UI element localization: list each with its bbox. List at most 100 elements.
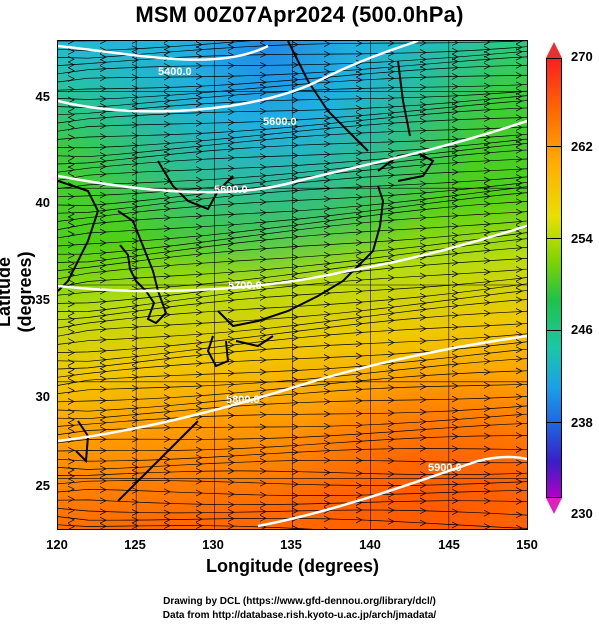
wind-arrow <box>451 250 459 257</box>
coast-taiwan <box>75 420 90 464</box>
wind-arrow <box>131 307 139 315</box>
wind-arrow <box>227 41 235 46</box>
wind-arrow <box>291 128 299 135</box>
map-plot-area: 5400.0 5600.0 5600.0 5700.0 5800.0 5900.… <box>57 40 528 530</box>
wind-arrow <box>291 243 299 250</box>
wind-arrow <box>483 432 491 440</box>
wind-arrow <box>67 328 75 336</box>
wind-arrow <box>227 348 235 356</box>
coast-sakhalin <box>397 60 411 137</box>
wind-arrow <box>131 142 139 149</box>
wind-arrow <box>99 276 107 284</box>
wind-arrow <box>323 60 331 68</box>
wind-arrow <box>387 274 395 282</box>
wind-arrow <box>387 237 395 244</box>
wind-arrow <box>355 370 363 378</box>
wind-arrow <box>99 249 107 257</box>
wind-arrow <box>387 119 395 127</box>
wind-arrow <box>99 268 107 275</box>
wind-arrow <box>259 131 267 139</box>
wind-arrow <box>195 299 203 307</box>
wind-arrow <box>99 457 107 465</box>
wind-arrow <box>195 435 203 443</box>
wind-arrow <box>387 103 395 111</box>
wind-arrow <box>67 309 75 317</box>
wind-arrow <box>163 488 171 496</box>
wind-arrow <box>227 247 235 255</box>
wind-arrow <box>67 41 75 45</box>
wind-arrow <box>483 497 491 505</box>
wind-arrow <box>67 516 75 524</box>
wind-arrow <box>483 228 491 236</box>
wind-arrow <box>387 216 395 224</box>
wind-arrow <box>131 411 139 418</box>
wind-arrow <box>131 197 139 205</box>
wind-arrow <box>323 387 331 395</box>
wind-arrow <box>483 143 491 151</box>
wind-arrow <box>259 83 267 91</box>
wind-arrow <box>451 335 459 343</box>
wind-arrow <box>67 48 75 55</box>
wind-arrow <box>451 203 459 210</box>
wind-arrow <box>515 53 523 61</box>
wind-arrow <box>419 155 427 163</box>
wind-arrow <box>195 339 203 347</box>
wind-arrow <box>515 179 523 187</box>
wind-arrow <box>387 246 395 253</box>
wind-arrow <box>387 435 395 443</box>
wind-arrow <box>67 193 75 200</box>
wind-arrow <box>131 45 139 53</box>
wind-arrow <box>419 224 427 232</box>
wind-arrow <box>387 428 395 436</box>
wind-arrow <box>515 446 523 453</box>
wind-arrow <box>67 67 75 74</box>
wind-arrow <box>419 372 427 379</box>
wind-arrow <box>483 167 491 175</box>
wind-arrow <box>387 445 395 453</box>
wind-arrow <box>163 63 171 70</box>
wind-arrow <box>163 205 171 213</box>
wind-arrow <box>419 242 427 250</box>
wind-arrow <box>355 105 363 112</box>
wind-arrow <box>259 400 267 408</box>
wind-arrow <box>195 280 203 288</box>
wind-arrow <box>323 50 331 58</box>
wind-arrow <box>67 241 75 249</box>
wind-arrow <box>227 501 235 509</box>
wind-arrow <box>419 101 427 109</box>
wind-arrow <box>195 137 203 145</box>
wind-arrow <box>355 340 363 348</box>
wind-arrow <box>291 263 299 271</box>
wind-arrow <box>291 221 299 229</box>
wind-arrow <box>515 287 523 295</box>
wind-arrow <box>387 109 395 117</box>
colorbar-tick-label: 254 <box>571 231 593 246</box>
wind-arrow <box>515 208 523 216</box>
wind-arrow <box>131 509 139 516</box>
wind-arrow <box>99 163 107 170</box>
wind-arrow <box>387 396 395 404</box>
wind-arrow <box>195 360 203 367</box>
wind-arrow <box>483 210 491 218</box>
wind-arrow <box>99 465 107 473</box>
wind-arrow <box>227 145 235 153</box>
wind-arrow <box>227 396 235 403</box>
wind-arrow <box>163 362 171 369</box>
wind-arrow <box>163 321 171 329</box>
wind-arrow <box>67 422 75 429</box>
colorbar-tick-label: 270 <box>571 49 593 64</box>
wind-arrow <box>291 152 299 159</box>
x-axis-label: Longitude (degrees) <box>205 556 379 576</box>
wind-arrow <box>323 159 331 167</box>
wind-arrow <box>451 83 459 90</box>
wind-arrow <box>259 125 267 133</box>
wind-arrow <box>451 508 459 516</box>
wind-arrow <box>195 467 203 475</box>
wind-arrow <box>163 435 171 443</box>
wind-arrow <box>515 43 523 51</box>
wind-arrow <box>323 241 331 248</box>
wind-arrow <box>227 44 235 51</box>
wind-arrow <box>483 309 491 317</box>
wind-arrow <box>483 357 491 365</box>
wind-arrow <box>99 356 107 364</box>
